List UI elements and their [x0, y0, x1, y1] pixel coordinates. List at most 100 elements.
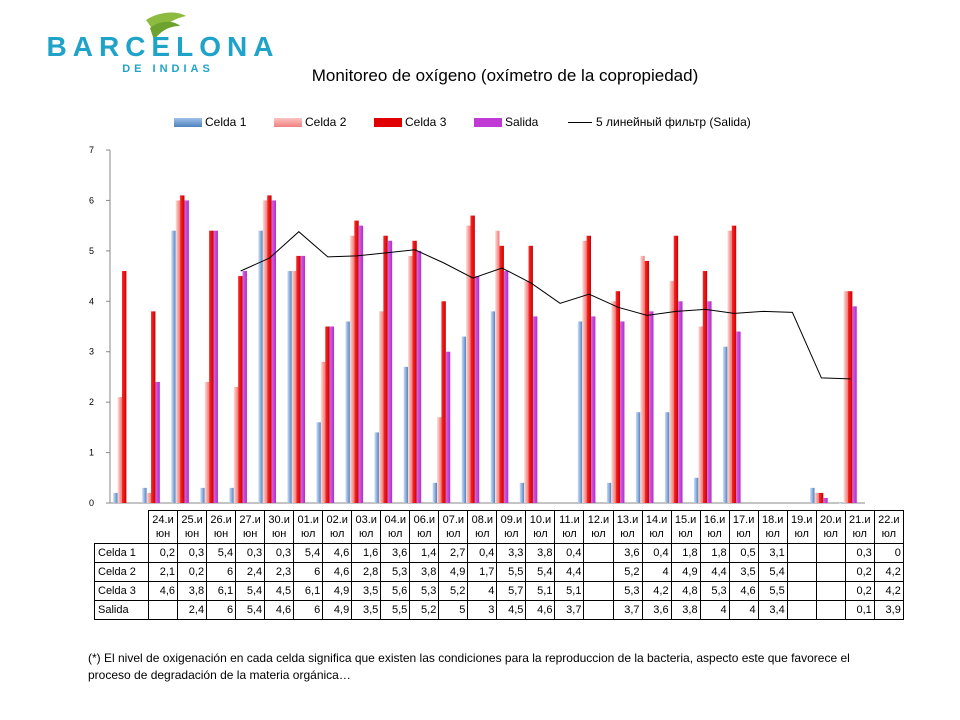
bar-celda-1 — [461, 336, 467, 503]
bar-celda-3 — [499, 245, 504, 504]
bar-celda-1 — [810, 487, 815, 503]
table-cell: 0,2 — [177, 562, 208, 582]
legend-item-trendline: 5 линейный фильтр (Salida) — [568, 113, 751, 131]
legend-label: 5 линейный фильтр (Salida) — [596, 115, 751, 129]
legend-line — [568, 121, 592, 123]
y-tick-label: 5 — [89, 246, 94, 256]
legend-swatch — [374, 117, 402, 127]
table-header-cell: 02.и юл — [322, 510, 353, 544]
legend-swatch — [274, 117, 302, 127]
table-row: Celda 1 0,2 0,3 5,4 0,3 0,3 5,4 4,6 1,6 3,6 1,4 2,7… — [94, 543, 904, 563]
table-cell: 4,9 — [438, 562, 469, 582]
table-cell: 3 — [467, 600, 498, 620]
bar-celda-3 — [209, 230, 214, 503]
table-header-cell: 15.и юл — [670, 510, 701, 544]
table-header-cell: 18.и юл — [757, 510, 788, 544]
table-cell: 5,7 — [496, 581, 527, 601]
table-cell: 5,4 — [525, 562, 556, 582]
table-cell: 4,9 — [670, 562, 701, 582]
table-cell: 5,5 — [757, 581, 788, 601]
legend-item-salida: Salida — [474, 113, 538, 131]
legend-item-celda-2: Celda 2 — [274, 113, 346, 131]
bar-celda-3 — [644, 260, 650, 503]
bar-celda-3 — [354, 220, 359, 503]
bar-celda-3 — [731, 225, 737, 503]
table-cell: 5,3 — [409, 581, 440, 601]
legend-label: Celda 3 — [405, 115, 447, 129]
table-row-label: Celda 1 — [94, 543, 149, 563]
table-cell: 5,1 — [554, 581, 585, 601]
table-cell: 3,5 — [351, 600, 382, 620]
bar-celda-2 — [814, 492, 819, 503]
table-cell: 0,4 — [467, 543, 498, 563]
bar-salida — [271, 200, 276, 503]
y-tick-label: 0 — [89, 498, 94, 508]
bar-salida — [707, 301, 712, 503]
table-cell: 4,9 — [322, 581, 353, 601]
table-cell: 0,3 — [177, 543, 208, 563]
table-cell: 0,3 — [264, 543, 295, 563]
bar-salida — [823, 497, 828, 503]
table-cell: 6 — [206, 600, 237, 620]
table-header-cell: 09.и юл — [496, 510, 527, 544]
table-row: Celda 3 4,6 3,8 6,1 5,4 4,5 6,1 4,9 3,5 5,6 5,3 5,2… — [94, 581, 904, 601]
y-tick-label: 7 — [89, 145, 94, 155]
table-cell: 1,7 — [467, 562, 498, 582]
bar-celda-3 — [151, 311, 156, 503]
table-cell: 3,8 — [409, 562, 440, 582]
table-header-cell: 08.и юл — [467, 510, 498, 544]
bar-celda-1 — [635, 412, 641, 503]
bar-celda-2 — [117, 397, 122, 503]
table-row-label: Salida — [94, 600, 149, 620]
bar-celda-1 — [664, 412, 670, 503]
bar-celda-1 — [519, 482, 525, 503]
y-tick-label: 2 — [89, 397, 94, 407]
bar-celda-2 — [524, 281, 529, 503]
bar-celda-2 — [378, 311, 384, 503]
table-cell: 3,6 — [612, 543, 643, 563]
table-cell: 4,6 — [525, 600, 556, 620]
bar-celda-1 — [693, 477, 699, 503]
bar-salida — [532, 316, 538, 503]
table-header-cell: 24.и юн — [147, 510, 179, 544]
table-cell: 3,8 — [670, 600, 701, 620]
table-cell: 2,1 — [147, 562, 179, 582]
table-cell: 1,8 — [670, 543, 701, 563]
table-corner — [95, 511, 149, 544]
bar-celda-3 — [818, 492, 824, 503]
table-cell: 3,5 — [728, 562, 759, 582]
bar-celda-2 — [582, 240, 587, 503]
bar-salida — [155, 381, 160, 503]
table-cell: 3,4 — [757, 600, 788, 620]
table-cell — [583, 600, 614, 620]
table-row-label: Celda 3 — [94, 581, 149, 601]
bar-celda-1 — [316, 422, 321, 503]
table-cell: 0,2 — [147, 543, 179, 563]
bar-celda-2 — [146, 492, 152, 503]
table-cell: 4,5 — [496, 600, 527, 620]
table-header-cell: 11.и юл — [554, 510, 585, 544]
table-cell: 4 — [699, 600, 730, 620]
table-cell: 3,6 — [380, 543, 411, 563]
table-cell: 4 — [728, 600, 759, 620]
bar-celda-3 — [673, 235, 679, 503]
bar-celda-1 — [432, 482, 438, 503]
table-cell: 6,1 — [206, 581, 237, 601]
table-cell: 3,7 — [612, 600, 643, 620]
table-cell: 5,1 — [525, 581, 556, 601]
bar-celda-3 — [441, 301, 446, 503]
table-cell: 3,3 — [496, 543, 527, 563]
bar-celda-1 — [403, 366, 408, 503]
legend-swatch — [474, 117, 502, 127]
bar-celda-1 — [113, 492, 118, 503]
table-cell: 5,5 — [496, 562, 527, 582]
bar-celda-1 — [229, 487, 234, 503]
table-cell: 6 — [206, 562, 237, 582]
table-cell: 4,6 — [322, 562, 353, 582]
table-cell: 2,8 — [351, 562, 382, 582]
table-cell: 6 — [293, 562, 324, 582]
table-cell: 5,3 — [380, 562, 411, 582]
table-row: Salida 2,4 6 5,4 4,6 6 4,9 3,5 5,5 5,2 5 3 4,5 4,6 3,7… — [94, 600, 904, 620]
bar-salida — [678, 301, 683, 503]
